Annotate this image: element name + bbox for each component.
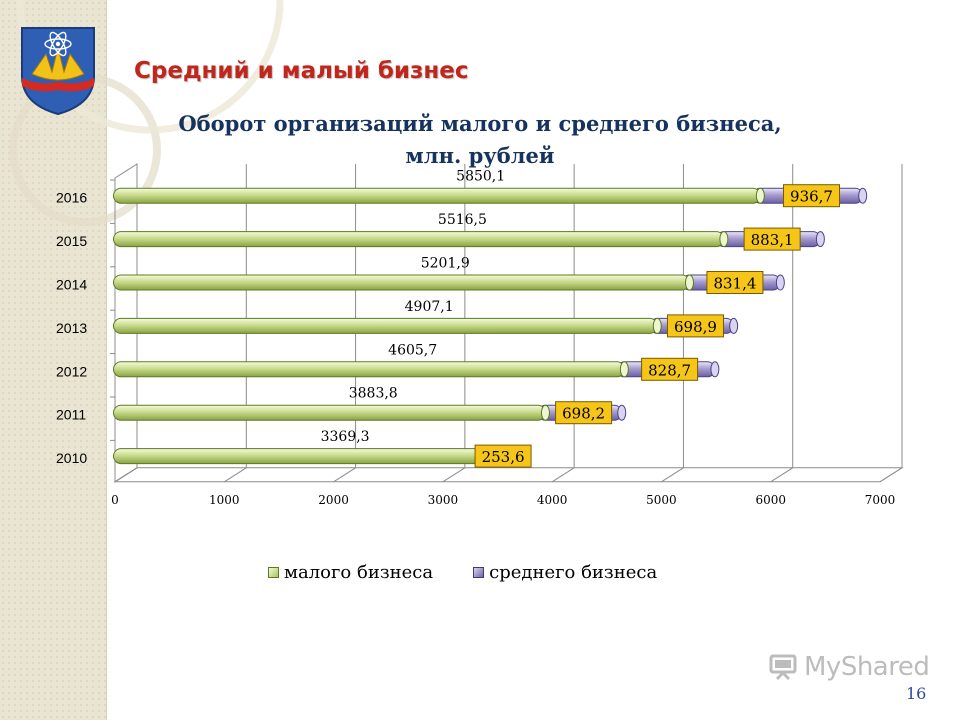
gridline — [442, 164, 466, 483]
y-tick-label: 2012 — [56, 363, 87, 379]
data-label-medium-2011: 698,2 — [555, 401, 613, 425]
bar-cap-small-2014 — [684, 274, 694, 291]
x-tick-label: 7000 — [865, 493, 896, 507]
chart-title: Оборот организаций малого и среднего биз… — [178, 111, 782, 168]
bar-small-business-2016 — [113, 187, 761, 204]
turnover-bar-chart: 0 1000 2000 3000 4000 5000 6000 7000 2010 2011 201… — [56, 163, 904, 507]
x-tick-label: 1000 — [209, 493, 240, 507]
bar-cap-medium-2015 — [815, 231, 825, 248]
chart-axes: 0 1000 2000 3000 4000 5000 6000 7000 2010 2011 201… — [56, 179, 896, 507]
data-label-text: 253,6 — [482, 448, 525, 466]
bar-cap-medium-2014 — [775, 274, 785, 291]
bar-cap-small-2013 — [652, 317, 662, 334]
bar-cap-small-2015 — [719, 231, 729, 248]
data-label-box — [555, 401, 613, 425]
legend-swatch-small-business — [268, 567, 279, 578]
gridline — [114, 164, 138, 483]
watermark: MyShared — [768, 652, 930, 682]
legend-item-medium-business: среднего бизнеса — [473, 562, 657, 583]
data-label-text: 698,9 — [674, 318, 717, 336]
page-number: 16 — [906, 684, 927, 703]
slide-title: Средний и малый бизнес — [134, 58, 469, 84]
y-tick-label: 2014 — [56, 277, 87, 293]
y-tick-label: 2010 — [56, 450, 87, 466]
data-label-box — [743, 227, 801, 251]
legend-item-small-business: малого бизнеса — [268, 562, 433, 583]
bar-small-business-2013 — [113, 317, 658, 334]
bar-small-business-2010 — [113, 448, 490, 465]
gridline — [333, 164, 357, 483]
data-label-text: 828,7 — [648, 361, 691, 379]
data-label-medium-2013: 698,9 — [666, 314, 724, 338]
gridline — [661, 164, 684, 483]
legend-label-medium-business: среднего бизнеса — [489, 562, 658, 583]
y-tick-label: 2013 — [56, 320, 87, 336]
bar-cap-small-2016 — [755, 187, 765, 204]
bar-small-business-2012 — [113, 361, 625, 378]
x-tick-label: 4000 — [537, 493, 568, 507]
x-tick-label: 0 — [111, 493, 119, 507]
bar-small-business-2014 — [113, 274, 690, 291]
x-tick-label: 5000 — [646, 493, 677, 507]
gridline — [770, 164, 794, 483]
data-label-small-2013: 4907,1 — [405, 299, 454, 315]
legend-label-small-business: малого бизнеса — [284, 562, 434, 583]
data-label-text: 936,7 — [790, 188, 833, 206]
gridline — [551, 164, 575, 483]
gridline — [224, 164, 247, 483]
chart-floor — [113, 467, 904, 483]
chart-legend: малого бизнеса среднего бизнеса — [268, 562, 657, 583]
bar-cap-medium-2012 — [710, 361, 720, 378]
y-tick-label: 2015 — [56, 233, 87, 249]
data-label-box — [706, 271, 764, 294]
data-label-medium-2015: 883,1 — [743, 227, 801, 251]
x-tick-label: 3000 — [428, 493, 459, 507]
data-label-small-2016: 5850,1 — [456, 169, 505, 185]
bar-cap-small-2012 — [619, 361, 629, 378]
data-label-box — [666, 314, 724, 338]
bar-small-business-2011 — [113, 404, 546, 421]
y-tick-label: 2011 — [56, 407, 86, 423]
data-label-medium-2010: 253,6 — [474, 444, 532, 468]
data-label-small-2010: 3369,3 — [321, 429, 370, 445]
presentation-screen-icon — [769, 654, 797, 681]
data-label-medium-2016: 936,7 — [783, 184, 841, 208]
bar-cap-small-2011 — [540, 404, 550, 421]
data-label-box — [641, 357, 699, 381]
chart-data-labels: 3369,3 253,6 3883,8 698,2 4605,7 828,7 4907,1 6… — [321, 169, 841, 468]
data-label-medium-2012: 828,7 — [641, 357, 699, 381]
bar-small-business-2015 — [113, 231, 725, 248]
x-tick-label: 2000 — [318, 493, 349, 507]
data-label-small-2012: 4605,7 — [388, 342, 437, 358]
data-label-text: 883,1 — [751, 231, 794, 249]
bar-cap-medium-2013 — [729, 317, 739, 334]
data-label-small-2014: 5201,9 — [421, 256, 470, 272]
x-tick-label: 6000 — [755, 493, 786, 507]
data-label-box — [783, 184, 841, 208]
data-label-text: 698,2 — [562, 405, 605, 423]
chart-grid — [113, 163, 904, 483]
data-label-text: 831,4 — [713, 275, 756, 293]
bar-cap-medium-2016 — [858, 187, 868, 204]
watermark-text: MyShared — [804, 652, 930, 682]
data-label-small-2015: 5516,5 — [438, 212, 487, 228]
y-tick-label: 2016 — [56, 190, 87, 206]
data-label-small-2011: 3883,8 — [349, 386, 398, 402]
bar-cap-medium-2011 — [617, 404, 627, 421]
data-label-medium-2014: 831,4 — [706, 271, 764, 294]
data-label-box — [474, 444, 532, 468]
gridline — [879, 164, 903, 483]
coat-of-arms-logo — [21, 27, 95, 116]
legend-swatch-medium-business — [473, 567, 485, 578]
